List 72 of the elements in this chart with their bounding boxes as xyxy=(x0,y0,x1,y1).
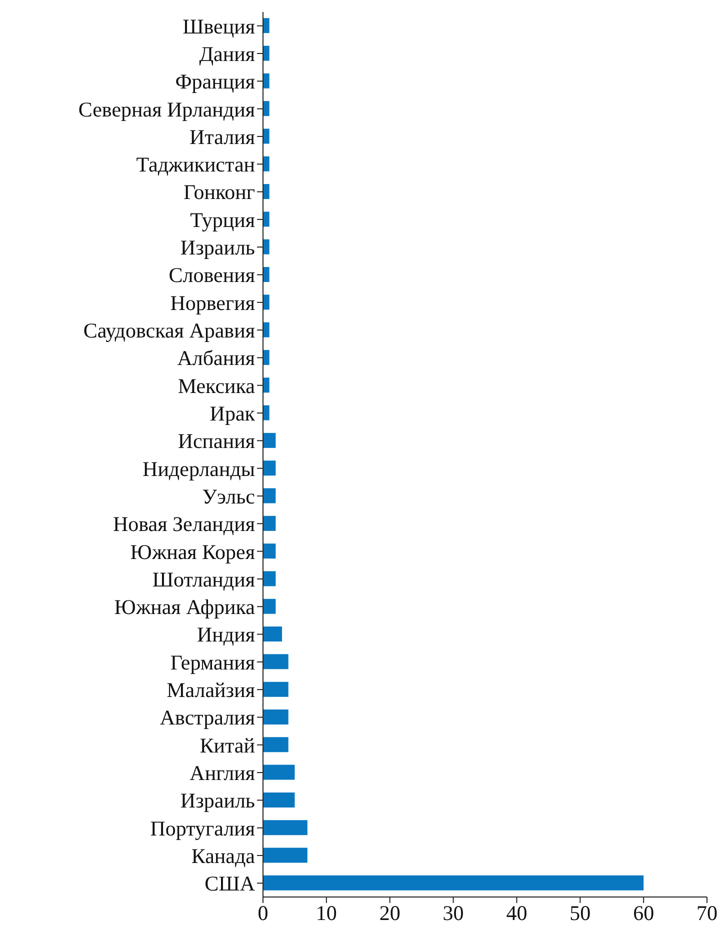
y-tick-label: Испания xyxy=(178,429,256,454)
x-tick-label: 60 xyxy=(633,900,654,925)
y-tick-label: Австралия xyxy=(160,706,256,730)
bar xyxy=(263,544,276,559)
y-tick-label: Норвегия xyxy=(170,290,256,315)
y-tick-label: Англия xyxy=(190,761,256,785)
bar xyxy=(263,598,276,614)
y-tick-label: Новая Зеландия xyxy=(113,512,256,536)
y-tick-label: Таджикистан xyxy=(136,152,255,177)
y-tick-label: США xyxy=(204,872,256,896)
bar xyxy=(263,101,270,116)
bar xyxy=(263,460,276,476)
bar xyxy=(263,626,282,642)
y-tick-label: Шотландия xyxy=(152,567,256,592)
bar xyxy=(263,46,270,61)
y-tick-label: Турция xyxy=(190,208,256,232)
bar xyxy=(263,792,295,808)
y-tick-label: Канада xyxy=(191,844,256,868)
y-tick-label: Албания xyxy=(177,346,256,370)
bar xyxy=(263,18,270,34)
y-tick-label: Саудовская Аравия xyxy=(83,318,256,342)
y-tick-label: Малайзия xyxy=(166,678,256,702)
x-tick-label: 0 xyxy=(258,900,268,925)
y-tick-label: Гонконг xyxy=(183,180,256,204)
bar xyxy=(263,266,270,282)
bar xyxy=(263,350,270,365)
bar xyxy=(263,156,270,172)
bar xyxy=(263,709,288,724)
bar xyxy=(263,654,288,670)
x-tick-label: 30 xyxy=(442,900,464,925)
bar xyxy=(263,820,308,836)
bar xyxy=(263,294,270,310)
y-tick-label: Индия xyxy=(197,622,256,647)
bar xyxy=(263,378,270,393)
bar xyxy=(263,432,276,448)
bar xyxy=(263,488,276,504)
y-tick-label: Мексика xyxy=(178,374,256,398)
bar xyxy=(263,571,276,586)
y-tick-label: Дания xyxy=(199,42,256,66)
y-tick-label: Португалия xyxy=(150,816,256,840)
x-tick-label: 40 xyxy=(506,900,528,925)
bar xyxy=(263,128,270,144)
bar xyxy=(263,405,270,420)
bar xyxy=(263,239,270,254)
y-tick-label: Италия xyxy=(190,124,256,149)
y-tick-label: Германия xyxy=(170,650,256,674)
bar xyxy=(263,875,644,890)
bar xyxy=(263,184,270,200)
y-tick-label: Словения xyxy=(168,263,256,288)
bar xyxy=(263,737,288,752)
x-tick-label: 20 xyxy=(379,900,400,925)
x-tick-label: 10 xyxy=(316,900,337,925)
y-tick-label: Ирак xyxy=(210,401,256,426)
y-tick-label: Южная Корея xyxy=(130,540,256,564)
x-tick-label: 50 xyxy=(570,900,591,925)
y-tick-label: Китай xyxy=(200,733,255,758)
y-tick-label: Швеция xyxy=(182,14,256,38)
y-tick-label: Нидерланды xyxy=(142,456,255,481)
y-tick-label: Уэльс xyxy=(202,484,255,508)
y-tick-label: Южная Африка xyxy=(114,595,256,620)
y-tick-label: Северная Ирландия xyxy=(78,97,256,122)
bar xyxy=(263,764,295,780)
y-tick-label: Израиль xyxy=(180,788,255,813)
bar xyxy=(263,322,270,338)
x-tick-label: 70 xyxy=(696,900,718,925)
bar xyxy=(263,73,270,88)
y-tick-label: Израиль xyxy=(180,236,255,260)
bar xyxy=(263,848,308,863)
y-tick-label: Франция xyxy=(175,70,256,94)
bar xyxy=(263,682,288,697)
bar xyxy=(263,212,270,227)
bar xyxy=(263,516,276,531)
